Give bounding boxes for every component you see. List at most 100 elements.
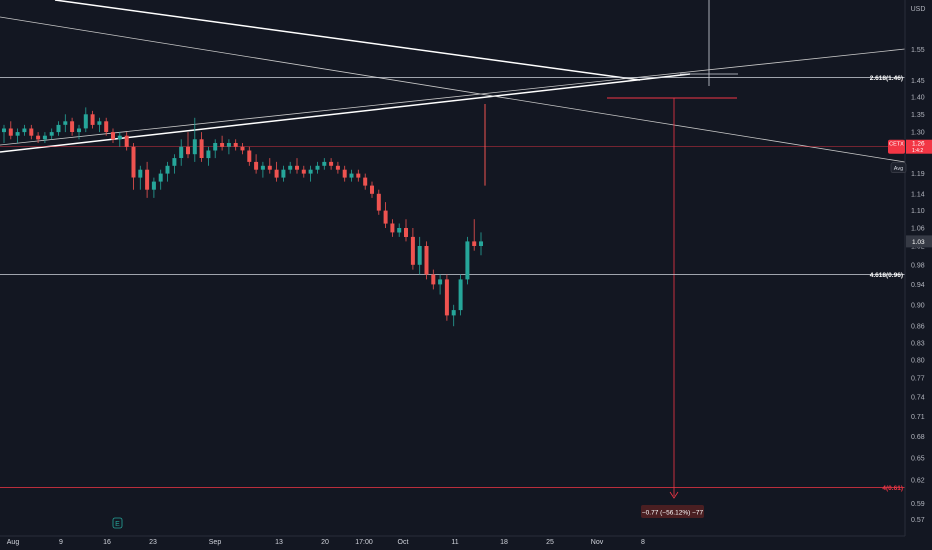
- time-axis[interactable]: Aug 9 16 23 Sep 13 20 17:00 Oct 11 18 25 Nov 8: [0, 535, 932, 550]
- candle-body: [465, 241, 470, 280]
- y-tick-label: 0.80: [911, 358, 925, 365]
- y-tick-label: 1.40: [911, 95, 925, 102]
- candle-body: [397, 228, 402, 233]
- candle-body: [213, 143, 218, 151]
- candle-body: [376, 193, 381, 211]
- trendline-gray-1[interactable]: [0, 16, 906, 163]
- candle-body: [370, 185, 374, 194]
- candle-body: [404, 228, 408, 237]
- x-tick-label: 20: [321, 539, 329, 546]
- x-tick-label: 13: [275, 539, 283, 546]
- y-tick-label: 0.98: [911, 262, 925, 269]
- y-tick-label: 0.74: [911, 394, 925, 401]
- y-tick-label: 1.35: [911, 112, 925, 119]
- candle-body: [479, 241, 483, 246]
- candle-body: [70, 121, 75, 132]
- candle-body: [226, 143, 231, 147]
- candle-body: [342, 169, 347, 178]
- candle-body: [451, 310, 456, 316]
- plot-background: [0, 0, 905, 536]
- y-tick-label: 0.68: [911, 434, 925, 441]
- x-tick-label: 9: [59, 539, 63, 546]
- last-price-countdown: 1:4:2: [912, 148, 923, 154]
- candle-body: [63, 121, 68, 125]
- candle-body: [390, 223, 395, 233]
- y-tick-label: 1.19: [911, 171, 925, 178]
- x-tick-label: 16: [103, 539, 111, 546]
- x-tick-label: Sep: [209, 539, 222, 546]
- candle-body: [444, 279, 449, 316]
- last-price-value: 1.26: [912, 141, 925, 148]
- fib-level-label: 2.618(1.46): [870, 75, 903, 82]
- x-tick-label: 11: [451, 539, 458, 546]
- candle-body: [424, 246, 429, 275]
- candle-body: [206, 150, 211, 159]
- candle-body: [417, 246, 422, 265]
- y-tick-label: 1.10: [911, 208, 925, 215]
- price-axis[interactable]: USD 1.55 1.45 1.40 1.35 1.30 1.26 1.19 1.14 1.10 1…: [904, 0, 932, 550]
- candle-body: [349, 173, 354, 178]
- candle-body: [49, 132, 54, 136]
- candles: [2, 104, 486, 327]
- candle-body: [199, 139, 204, 158]
- x-tick-label: 17:00: [355, 539, 373, 546]
- candle-body: [83, 114, 88, 129]
- y-tick-label: 0.86: [911, 324, 925, 331]
- x-tick-label: 25: [546, 539, 554, 546]
- candle-body: [260, 165, 265, 170]
- y-tick-label: 1.06: [911, 226, 925, 233]
- candle-body: [42, 135, 47, 140]
- y-tick-label: 1.45: [911, 78, 925, 85]
- candle-body: [301, 169, 306, 174]
- x-tick-label: 23: [149, 539, 157, 546]
- candle-body: [288, 165, 293, 170]
- candle-body: [192, 139, 197, 155]
- candle-body: [22, 128, 27, 133]
- earnings-icon[interactable]: E: [112, 517, 123, 529]
- candle-body: [472, 241, 477, 246]
- candle-body: [124, 135, 129, 147]
- fib-levels[interactable]: 2.618(1.46) 4.618(0.96) 4(0.61): [0, 75, 905, 492]
- candle-body: [158, 173, 163, 182]
- candle-body: [15, 132, 20, 136]
- y-tick-label: 0.59: [911, 501, 925, 508]
- candle-body: [356, 173, 361, 178]
- candle-body: [111, 132, 115, 140]
- y-tick-label: 0.83: [911, 340, 925, 347]
- candle-body: [172, 158, 177, 166]
- candle-body: [240, 146, 245, 151]
- candle-body: [165, 165, 170, 174]
- candle-body: [104, 121, 109, 132]
- candle-body: [29, 128, 34, 136]
- candle-body: [295, 165, 299, 170]
- y-tick-label: 0.57: [911, 517, 925, 524]
- candle-body: [281, 169, 286, 178]
- x-tick-label: 18: [500, 539, 508, 546]
- candle-body: [138, 169, 143, 178]
- y-tick-label: 1.55: [911, 47, 925, 54]
- last-price-tag: CETX 1.261:4:2: [888, 139, 932, 154]
- candle-body: [2, 128, 6, 133]
- y-tick-label: 0.62: [911, 478, 925, 485]
- candle-body: [254, 161, 259, 170]
- avg-badge-text: Avg: [894, 166, 903, 172]
- candle-body: [274, 169, 279, 178]
- y-tick-label: 1.30: [911, 130, 925, 137]
- candle-body: [458, 279, 463, 311]
- y-tick-label: 1.14: [911, 191, 925, 198]
- candle-body: [383, 210, 388, 224]
- trendline-white-1[interactable]: [54, 0, 641, 81]
- y-tick-label: 0.77: [911, 376, 925, 383]
- candle-body: [329, 161, 334, 166]
- price-labels: CETX 1.261:4:2 Avg 1.03: [888, 139, 932, 248]
- fib-level-label: 4(0.61): [882, 485, 903, 492]
- candle-body: [179, 146, 184, 158]
- last-price-symbol: CETX: [889, 142, 904, 148]
- x-tick-label: 8: [641, 539, 645, 546]
- candle-body: [186, 146, 190, 155]
- candle-body: [90, 114, 95, 125]
- candle-body: [267, 165, 272, 170]
- candle-body: [151, 181, 156, 190]
- trendline-gray-2[interactable]: [0, 48, 906, 146]
